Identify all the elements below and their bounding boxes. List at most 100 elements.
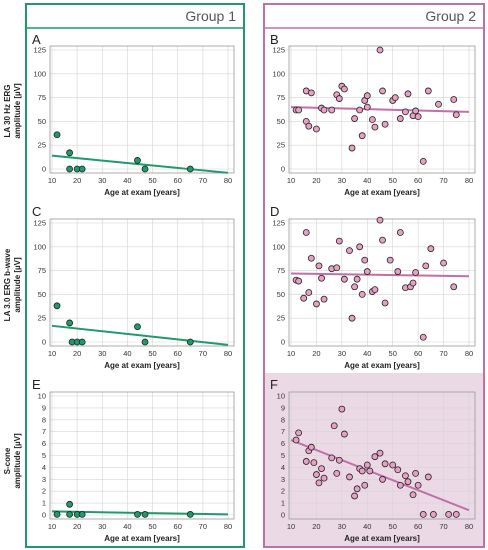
row3-ylabel-line2: amplitude [µV] <box>13 433 22 489</box>
x-tick-label: 80 <box>465 176 473 185</box>
y-tick-label: 0 <box>281 511 285 520</box>
panel-a: A 0 25 50 75 100 125 10 20 30 40 50 60 70 80 Age at exa… <box>32 32 235 197</box>
x-axis-label: Age at exam [years] <box>344 361 420 370</box>
trend-line <box>51 154 229 174</box>
data-point <box>300 294 308 302</box>
data-point <box>346 247 353 255</box>
panel-letter: E <box>32 377 41 392</box>
y-tick-label: 75 <box>38 266 46 275</box>
x-tick-label: 80 <box>465 522 473 531</box>
y-tick-label: 10 <box>38 392 46 401</box>
data-point <box>78 338 86 346</box>
data-point <box>134 511 141 518</box>
y-tick-label: 0 <box>42 165 46 174</box>
x-tick-label: 10 <box>287 349 295 358</box>
data-point <box>351 115 358 122</box>
y-tick-label: 75 <box>277 266 285 275</box>
y-tick-label: 125 <box>33 46 46 55</box>
data-point <box>307 254 315 262</box>
data-point <box>351 283 358 291</box>
data-point <box>320 295 328 303</box>
x-tick-label: 20 <box>312 522 320 531</box>
data-point <box>320 474 328 482</box>
y-tick-label: 0 <box>281 165 285 174</box>
data-point <box>340 85 348 93</box>
data-point <box>292 436 300 444</box>
x-tick-label: 50 <box>389 349 397 358</box>
y-tick-label: 100 <box>272 69 285 78</box>
data-point <box>66 500 73 508</box>
x-tick-label: 60 <box>414 349 422 358</box>
y-tick-label: 25 <box>277 141 285 150</box>
data-point <box>338 405 346 413</box>
row1-ylabel-line2: amplitude [µV] <box>13 83 22 139</box>
y-tick-label: 4 <box>281 463 285 472</box>
x-tick-label: 30 <box>338 176 346 185</box>
x-tick-label: 40 <box>123 176 131 185</box>
data-point <box>356 243 364 251</box>
data-point <box>310 459 318 467</box>
data-point <box>386 256 394 264</box>
x-tick-label: 40 <box>123 349 131 358</box>
data-point <box>404 90 412 98</box>
data-point <box>440 259 447 267</box>
y-tick-label: 0 <box>281 338 285 347</box>
data-point <box>313 125 320 133</box>
x-tick-label: 70 <box>199 349 207 358</box>
data-point <box>320 106 328 114</box>
data-point <box>53 302 61 310</box>
data-point <box>66 511 73 518</box>
x-tick-label: 30 <box>98 522 106 531</box>
data-point <box>371 286 379 294</box>
x-tick-label: 60 <box>174 522 182 531</box>
data-point <box>419 511 427 518</box>
y-tick-label: 125 <box>272 46 285 55</box>
y-tick-label: 1 <box>42 499 46 508</box>
x-tick-label: 20 <box>73 176 81 185</box>
data-point <box>318 465 325 472</box>
data-point <box>141 511 149 518</box>
data-point <box>330 422 338 430</box>
data-point <box>379 87 386 95</box>
data-point <box>371 453 379 461</box>
y-tick-label: 8 <box>281 415 285 424</box>
x-axis-label: Age at exam [years] <box>104 534 180 543</box>
y-tick-label: 50 <box>277 290 285 299</box>
y-tick-label: 4 <box>42 463 46 472</box>
y-tick-label: 0 <box>42 338 46 347</box>
y-tick-label: 50 <box>38 290 46 299</box>
data-point <box>313 471 320 478</box>
data-point <box>315 262 323 270</box>
data-point <box>353 485 361 493</box>
data-point <box>376 216 384 224</box>
data-point <box>412 269 420 276</box>
data-point <box>396 115 404 122</box>
panel-letter: D <box>270 204 279 219</box>
data-point <box>340 275 348 283</box>
data-point <box>391 94 399 101</box>
x-tick-label: 40 <box>123 522 131 531</box>
y-tick-label: 50 <box>38 117 46 126</box>
plot-area <box>288 45 476 174</box>
data-point <box>134 157 141 164</box>
y-tick-label: 0 <box>42 511 46 520</box>
y-tick-label: 75 <box>277 93 285 102</box>
data-point <box>141 165 149 173</box>
data-point <box>186 165 194 173</box>
x-tick-label: 50 <box>148 522 156 531</box>
data-point <box>295 429 303 437</box>
plot-area <box>49 45 235 174</box>
data-point <box>305 289 313 296</box>
data-point <box>302 458 310 465</box>
y-tick-label: 7 <box>42 427 46 436</box>
x-tick-label: 70 <box>199 176 207 185</box>
panel-letter: A <box>32 32 41 47</box>
x-tick-label: 10 <box>287 522 295 531</box>
y-tick-label: 5 <box>281 451 285 460</box>
x-tick-label: 70 <box>439 349 447 358</box>
data-point <box>346 473 353 481</box>
plot-area <box>49 391 235 520</box>
data-point <box>381 460 389 468</box>
data-point <box>78 511 86 518</box>
